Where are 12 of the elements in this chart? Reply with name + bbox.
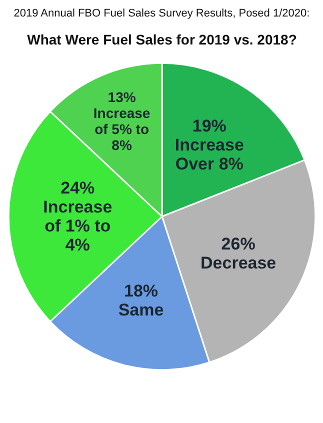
data-label: 18% bbox=[124, 282, 158, 301]
data-label: 13% bbox=[108, 88, 136, 105]
data-label: 24% bbox=[60, 178, 95, 198]
slice-label: Decrease bbox=[200, 253, 276, 272]
data-label: 26% bbox=[221, 234, 256, 254]
data-label: 19% bbox=[192, 116, 226, 136]
chart-title: 2019 Annual FBO Fuel Sales Survey Results, Posed 1/2020: bbox=[14, 8, 310, 20]
slice-label: Increase Over 8% bbox=[174, 135, 244, 174]
slice-label: Same bbox=[118, 300, 164, 320]
slice-label: Increase of 5% to 8% bbox=[93, 104, 150, 153]
slice-label: Increase of 1% to 4% bbox=[43, 198, 112, 254]
chart-subtitle: What Were Fuel Sales for 2019 vs. 2018? bbox=[27, 32, 297, 48]
